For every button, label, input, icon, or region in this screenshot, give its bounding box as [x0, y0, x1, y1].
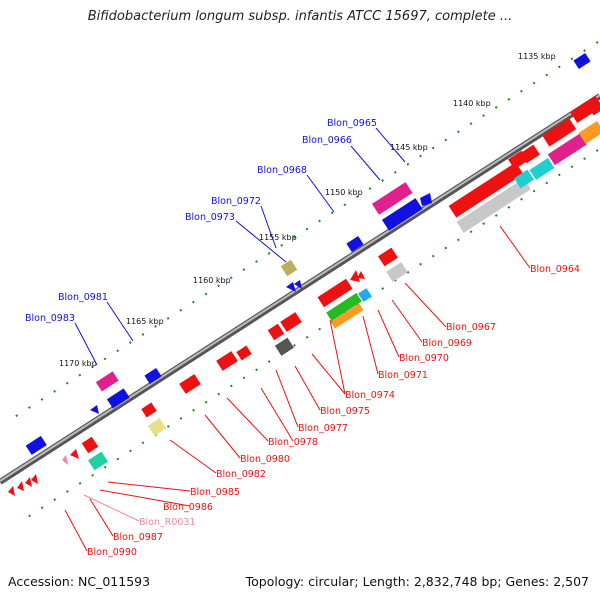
gene-block: [81, 436, 99, 454]
gene-arrow: [70, 449, 79, 459]
gene-block: [520, 144, 540, 164]
gene-labels-reverse: Blon_0964 Blon_0967 Blon_0969 Blon_0970 …: [87, 264, 580, 558]
gene-arrow: [286, 282, 296, 292]
kbp-label: 1150 kbp: [325, 188, 363, 197]
gene-block: [317, 278, 353, 308]
accession-label: Accession: NC_011593: [8, 574, 151, 589]
genome-summary: Topology: circular; Length: 2,832,748 bp…: [245, 574, 589, 589]
gene-label: Blon_0969: [422, 338, 472, 349]
kbp-labels: 1135 kbp 1140 kbp 1145 kbp 1150 kbp 1155…: [59, 52, 556, 368]
gene-label: Blon_0987: [113, 532, 163, 543]
tick-row-upper: [9, 41, 599, 421]
gene-block: [358, 288, 372, 302]
gene-block: [88, 451, 108, 471]
gene-block: [144, 367, 162, 385]
gene-label: Blon_0978: [268, 437, 318, 448]
gene-block: [456, 178, 531, 233]
gene-label: Blon_0990: [87, 547, 137, 558]
leader-lines-forward: [74, 127, 406, 366]
gene-label: Blon_0985: [190, 487, 240, 498]
kbp-label: 1140 kbp: [453, 99, 491, 108]
gene-label: Blon_0967: [446, 322, 496, 333]
gene-block: [346, 235, 364, 253]
gene-block: [448, 162, 524, 218]
gene-label: Blon_0974: [345, 390, 395, 401]
kbp-label: 1165 kbp: [126, 317, 164, 326]
gene-block: [573, 52, 591, 70]
gene-label: Blon_0971: [378, 370, 428, 381]
kbp-label: 1145 kbp: [390, 143, 428, 152]
kbp-label: 1160 kbp: [193, 276, 231, 285]
gene-block: [326, 293, 362, 321]
gene-block: [274, 337, 294, 356]
gene-labels-forward: Blon_0965 Blon_0966 Blon_0968 Blon_0972 …: [25, 118, 377, 324]
gene-block: [371, 182, 413, 215]
gene-label: Blon_0968: [257, 165, 307, 176]
gene-label: Blon_0977: [298, 423, 348, 434]
gene-block: [529, 157, 555, 181]
gene-arrow: [420, 193, 432, 206]
gene-label: Blon_0975: [320, 406, 370, 417]
gene-arrow: [357, 271, 365, 279]
gene-label: Blon_0966: [302, 135, 352, 146]
leader-lines-reverse: [64, 225, 531, 552]
gene-block: [141, 402, 157, 418]
tick-row-mid: [19, 149, 599, 523]
gene-arrow: [25, 477, 32, 487]
gene-block: [280, 312, 302, 332]
gene-arrow: [350, 270, 360, 282]
gene-block: [267, 323, 285, 341]
gene-label: Blon_0965: [327, 118, 377, 129]
gene-label: Blon_0981: [58, 292, 108, 303]
kbp-label: 1170 kbp: [59, 359, 97, 368]
gene-label: Blon_0964: [530, 264, 580, 275]
kbp-label: 1155 kbp: [259, 233, 297, 242]
gene-label: Blon_0983: [25, 313, 75, 324]
gene-block: [330, 303, 364, 329]
gene-block: [542, 118, 577, 147]
gene-label: Blon_0982: [216, 469, 266, 480]
reverse-genes: [8, 95, 600, 496]
gene-arrow: [17, 481, 24, 491]
gene-block: [106, 388, 130, 409]
gene-label: Blon_0973: [185, 212, 235, 223]
gene-block: [547, 133, 587, 166]
gene-block: [179, 374, 201, 394]
gene-block: [378, 247, 398, 267]
gene-label: Blon_0986: [163, 502, 213, 513]
gene-block: [381, 198, 423, 231]
gene-block: [578, 120, 600, 144]
gene-block: [386, 262, 408, 282]
gene-arrow: [294, 280, 302, 289]
leader-line-rna: [83, 494, 140, 522]
gene-block: [147, 418, 167, 436]
gene-block: [280, 259, 298, 277]
gene-block: [216, 351, 238, 371]
gene-arrow: [31, 474, 38, 484]
gene-label: Blon_R0031: [139, 517, 196, 528]
kbp-label: 1135 kbp: [518, 52, 556, 61]
gene-block: [236, 345, 252, 361]
gene-block: [25, 435, 47, 455]
forward-genes: [25, 52, 600, 455]
gene-block: [95, 371, 119, 392]
genome-backbone: [0, 93, 600, 485]
map-title: Bifidobacterium longum subsp. infantis A…: [87, 9, 513, 24]
gene-arrow: [90, 405, 99, 414]
gene-arrow: [8, 486, 15, 496]
gene-block: [514, 169, 534, 189]
gene-block: [570, 95, 600, 124]
gene-arrow: [62, 455, 68, 465]
gene-label: Blon_0980: [240, 454, 290, 465]
gene-label: Blon_0970: [399, 353, 449, 364]
gene-label: Blon_0972: [211, 196, 261, 207]
